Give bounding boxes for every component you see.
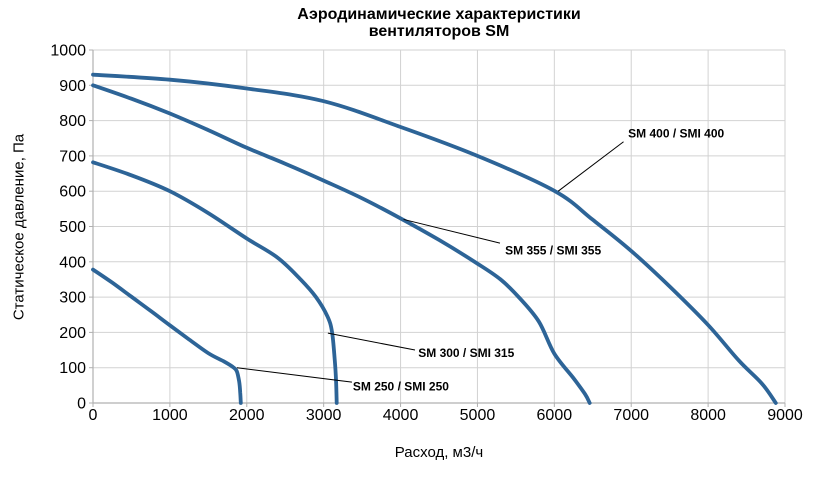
curve-label: SM 250 / SMI 250: [353, 380, 449, 394]
x-tick-label: 4000: [383, 407, 419, 424]
x-tick-label: 6000: [537, 407, 573, 424]
x-tick-label: 0: [89, 407, 98, 424]
y-tick-label: 400: [59, 254, 86, 271]
fan-curve: [91, 72, 778, 405]
fan-curve: [91, 160, 339, 405]
x-axis-title: Расход, м3/ч: [394, 444, 484, 461]
annotation-leader-line: [327, 332, 416, 351]
y-tick-label: 200: [59, 325, 86, 342]
y-tick-label: 100: [59, 360, 86, 377]
x-tick-label: 7000: [613, 407, 649, 424]
x-tick-label: 2000: [229, 407, 265, 424]
curve-label: SM 300 / SMI 315: [418, 346, 514, 360]
y-tick-label: 700: [59, 148, 86, 165]
y-tick-label: 1000: [50, 43, 86, 60]
y-tick-label: 600: [59, 184, 86, 201]
y-tick-label: 300: [59, 290, 86, 307]
curve-label: SM 355 / SMI 355: [505, 244, 601, 258]
fan-curve: [91, 267, 243, 405]
y-tick-label: 0: [77, 396, 86, 413]
y-tick-label: 800: [59, 113, 86, 130]
x-tick-label: 9000: [767, 407, 803, 424]
annotation-leader-line: [236, 367, 353, 383]
chart-title-line1: Аэродинамические характеристики: [297, 6, 581, 23]
chart-title-line2: вентиляторов SM: [368, 23, 510, 40]
x-tick-label: 5000: [460, 407, 496, 424]
chart-title: Аэродинамические характеристики вентилят…: [93, 6, 785, 40]
x-tick-label: 8000: [690, 407, 726, 424]
y-tick-label: 900: [59, 78, 86, 95]
x-tick-label: 3000: [306, 407, 342, 424]
curve-label: SM 400 / SMI 400: [628, 126, 724, 140]
annotation-leader-line: [557, 141, 624, 192]
fan-curve: [91, 83, 592, 405]
y-tick-label: 500: [59, 219, 86, 236]
x-tick-label: 1000: [152, 407, 188, 424]
annotation-leader-line: [403, 218, 501, 244]
